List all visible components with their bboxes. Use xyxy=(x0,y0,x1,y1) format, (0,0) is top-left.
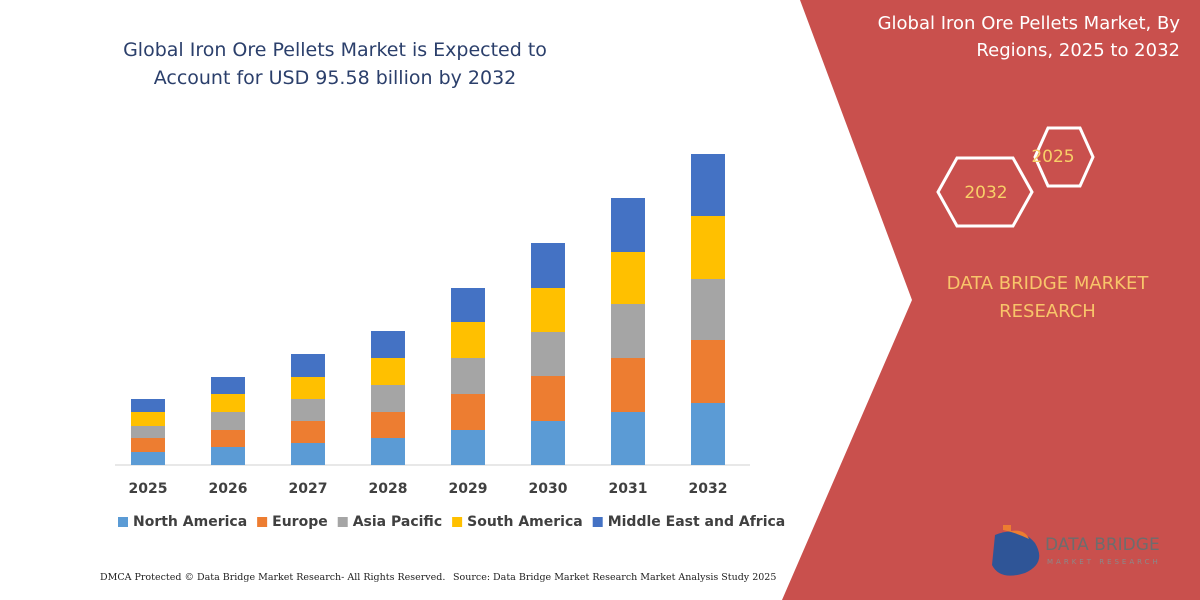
legend-swatch xyxy=(337,517,348,527)
bar-segment xyxy=(611,412,645,465)
bar-segment xyxy=(211,430,245,447)
hex-label: 2025 xyxy=(1031,147,1074,167)
side-panel xyxy=(782,0,1200,600)
legend-swatch xyxy=(118,517,128,527)
bar-segment xyxy=(211,412,245,430)
bar-segment xyxy=(211,377,245,394)
legend-swatch xyxy=(592,517,603,527)
x-tick-label: 2031 xyxy=(609,481,648,497)
bar-segment xyxy=(291,421,325,443)
source: Source: Data Bridge Market Research Mark… xyxy=(453,572,777,583)
bar-segment xyxy=(451,358,485,394)
bar-segment xyxy=(691,154,725,216)
bar-segment xyxy=(611,304,645,358)
x-tick-label: 2029 xyxy=(449,481,488,497)
legend-swatch xyxy=(257,517,268,527)
legend-label: Europe xyxy=(272,514,328,530)
bar-segment xyxy=(371,438,405,465)
bar-segment xyxy=(611,198,645,252)
hexagon xyxy=(1033,126,1095,188)
sidebar-title: Global Iron Ore Pellets Market, By Regio… xyxy=(877,13,1180,61)
legend-swatch xyxy=(452,517,463,527)
bar-segment xyxy=(211,394,245,412)
x-tick-label: 2027 xyxy=(289,481,328,497)
bar-segment xyxy=(531,243,565,288)
bar-segment xyxy=(291,354,325,377)
bar-segment xyxy=(451,322,485,358)
logo-tagline: MARKET RESEARCH xyxy=(1047,558,1161,566)
bar-segment xyxy=(451,288,485,322)
logo-mark xyxy=(992,531,1040,576)
bar-segment xyxy=(291,443,325,465)
bar-segment xyxy=(131,399,165,412)
bar-segment xyxy=(371,331,405,358)
bar-segment xyxy=(531,421,565,465)
bar-segment xyxy=(611,252,645,304)
bar-segment xyxy=(691,340,725,403)
bar-segment xyxy=(691,216,725,279)
bar-segment xyxy=(451,394,485,430)
bar-segment xyxy=(531,376,565,421)
bar-segment xyxy=(211,447,245,465)
bar-segment xyxy=(131,438,165,452)
bar-segment xyxy=(371,412,405,438)
bar-segment xyxy=(131,426,165,438)
legend-label: North America xyxy=(133,514,247,530)
bar-segment xyxy=(531,332,565,376)
bar-segment xyxy=(531,288,565,332)
legend-label: Middle East and Africa xyxy=(608,514,786,530)
bar-segment xyxy=(451,430,485,465)
bar-segment xyxy=(131,452,165,465)
x-tick-label: 2030 xyxy=(529,481,568,497)
chart-title: Global Iron Ore Pellets Market is Expect… xyxy=(123,39,547,89)
x-tick-label: 2026 xyxy=(209,481,248,497)
legend-label: Asia Pacific xyxy=(353,514,442,530)
x-tick-label: 2025 xyxy=(129,481,168,497)
x-tick-label: 2032 xyxy=(689,481,728,497)
logo-name: DATA BRIDGE xyxy=(1045,535,1160,555)
bar-segment xyxy=(291,399,325,421)
bar-segment xyxy=(131,412,165,426)
bar-segment xyxy=(691,403,725,465)
bar-segment xyxy=(691,279,725,340)
bar-segment xyxy=(371,358,405,385)
brand: DATA BRIDGE MARKET RESEARCH xyxy=(946,273,1149,322)
bar-segment xyxy=(611,358,645,412)
hex-label: 2032 xyxy=(964,183,1007,203)
hexagon xyxy=(936,156,1034,228)
bar-segment xyxy=(291,377,325,399)
copyright: DMCA Protected © Data Bridge Market Rese… xyxy=(100,572,446,583)
legend-label: South America xyxy=(467,514,583,530)
bar-segment xyxy=(371,385,405,412)
x-tick-label: 2028 xyxy=(369,481,408,497)
logo-mark xyxy=(1003,525,1029,539)
